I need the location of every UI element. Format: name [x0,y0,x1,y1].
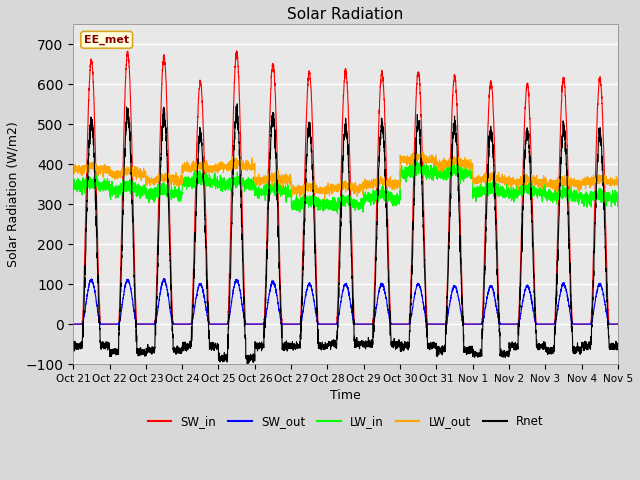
LW_out [614,182,621,188]
SW_in [69,321,77,327]
Y-axis label: Solar Radiation (W/m2): Solar Radiation (W/m2) [7,121,20,267]
LW_out [438,164,445,169]
Rnet [69,345,77,350]
SW_in [438,321,445,327]
Rnet [234,101,241,107]
Title: Solar Radiation: Solar Radiation [287,7,404,22]
X-axis label: Time: Time [330,389,361,402]
Line: Rnet: Rnet [73,104,618,364]
Text: EE_met: EE_met [84,35,129,45]
Rnet [499,349,506,355]
Line: SW_out: SW_out [73,278,618,324]
SW_out [69,321,77,327]
Rnet [243,361,251,367]
SW_in [499,321,506,327]
LW_out [167,177,175,183]
Rnet [167,290,175,296]
LW_out [499,178,506,183]
SW_out [614,321,621,327]
LW_out [468,163,476,169]
SW_in [614,321,621,327]
Legend: SW_in, SW_out, LW_in, LW_out, Rnet: SW_in, SW_out, LW_in, LW_out, Rnet [143,410,548,433]
SW_in [468,321,476,327]
Line: LW_out: LW_out [73,150,618,200]
Rnet [614,346,622,352]
LW_in [438,172,445,178]
LW_in [468,168,476,174]
SW_out [468,321,476,327]
SW_in [614,321,622,327]
LW_out [69,169,77,175]
Line: SW_in: SW_in [73,51,618,324]
LW_in [69,183,77,189]
LW_out [412,147,419,153]
SW_in [233,48,241,54]
LW_in [325,204,333,209]
LW_in [614,193,622,199]
SW_out [438,321,445,327]
SW_in [167,269,175,275]
SW_out [325,321,333,327]
SW_out [168,313,175,319]
Rnet [614,340,621,346]
LW_out [614,180,622,186]
SW_out [614,321,622,327]
Rnet [326,341,333,347]
LW_in [413,157,421,163]
Line: LW_in: LW_in [73,160,618,214]
Rnet [468,348,476,354]
LW_in [167,190,175,196]
LW_in [499,194,506,200]
SW_out [499,321,506,327]
LW_out [321,197,328,203]
LW_out [325,185,333,191]
Rnet [438,345,445,350]
SW_out [160,276,168,281]
LW_in [614,192,621,198]
LW_in [333,211,341,217]
SW_in [325,321,333,327]
